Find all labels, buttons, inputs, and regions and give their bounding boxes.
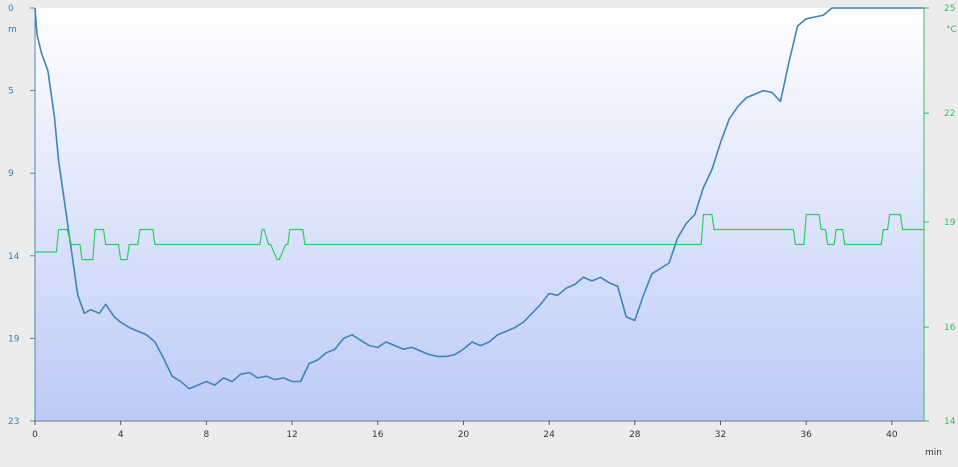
x-tick-label: 20 [458, 430, 470, 440]
left-axis-unit: m [8, 25, 17, 35]
right-axis-unit: °C [946, 25, 957, 35]
x-tick-label: 16 [372, 430, 384, 440]
left-axis-ticks: 0 5 9 14 19 23 [8, 4, 35, 427]
left-tick-label: 14 [8, 252, 20, 262]
x-tick-label: 36 [800, 430, 812, 440]
left-tick-label: 23 [8, 417, 19, 427]
x-tick-label: 40 [886, 430, 898, 440]
left-tick-label: 5 [8, 87, 14, 97]
x-tick-label: 12 [286, 430, 297, 440]
right-tick-label: 16 [944, 323, 956, 333]
right-tick-label: 19 [944, 218, 956, 228]
x-axis-unit: min [925, 448, 942, 458]
left-tick-label: 0 [8, 4, 14, 14]
depth-series-line [34, 7, 924, 390]
right-axis-ticks: 25 22 19 16 14 [924, 4, 956, 427]
left-tick-label: 19 [8, 334, 20, 344]
left-tick-label: 9 [8, 169, 14, 179]
x-tick-label: 0 [32, 430, 38, 440]
right-tick-label: 25 [944, 4, 955, 14]
right-tick-label: 14 [944, 417, 956, 427]
x-tick-label: 28 [629, 430, 641, 440]
x-tick-label: 8 [204, 430, 210, 440]
series-layer [34, 7, 924, 390]
plot-background [35, 8, 924, 421]
right-tick-label: 22 [944, 109, 955, 119]
x-axis-ticks: 0 4 8 12 16 20 24 28 32 36 40 [32, 421, 898, 440]
x-tick-label: 24 [543, 430, 555, 440]
x-tick-label: 32 [715, 430, 726, 440]
x-tick-label: 4 [118, 430, 124, 440]
temperature-series-line [35, 213, 924, 261]
